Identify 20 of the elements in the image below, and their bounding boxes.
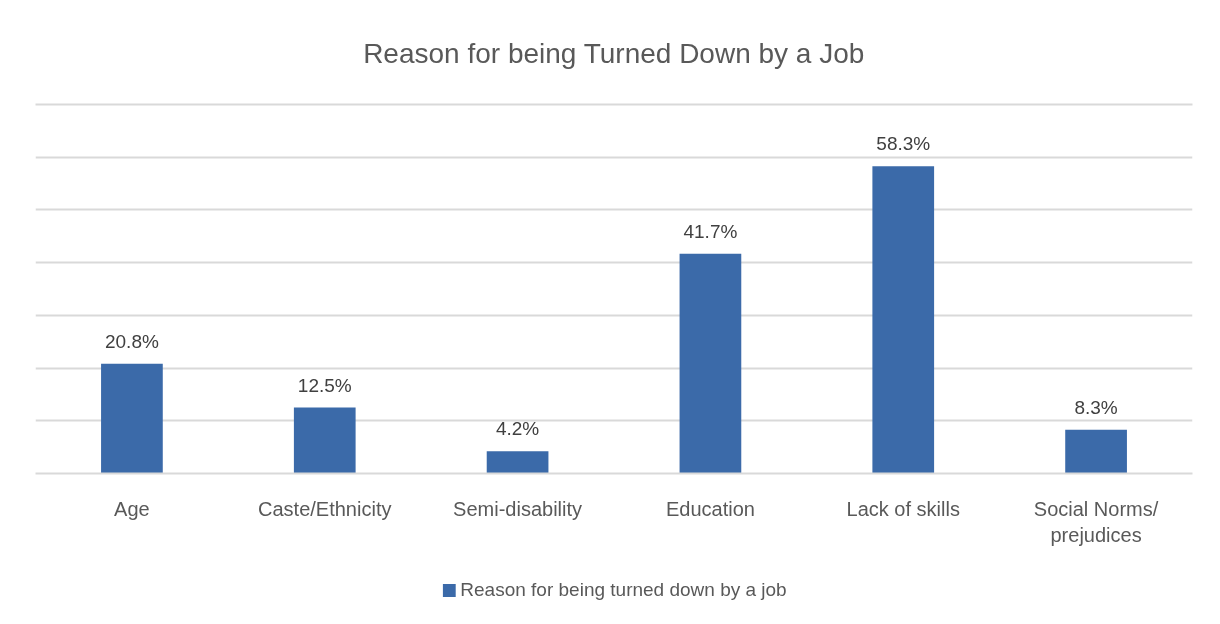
x-tick-label: Lack of skills [846, 497, 960, 520]
bar [101, 363, 163, 474]
bar [1065, 429, 1127, 474]
x-tick-label: Age [114, 497, 150, 520]
x-tick-label: Caste/Ethnicity [258, 497, 392, 520]
bar [486, 451, 549, 474]
data-label: 4.2% [495, 418, 540, 440]
bar [293, 407, 356, 474]
data-label: 20.8% [104, 330, 159, 352]
bar [872, 166, 935, 474]
data-label: 41.7% [683, 220, 738, 242]
data-label: 58.3% [876, 133, 931, 155]
x-tick-label: Education [665, 497, 755, 520]
data-label: 8.3% [1074, 396, 1118, 418]
x-tick-label: Social Norms/ prejudices [1033, 497, 1159, 546]
bar [679, 253, 742, 474]
chart-title: Reason for being Turned Down by a Job [363, 38, 865, 69]
x-tick-label: Semi-disability [453, 497, 583, 520]
legend-label: Reason for being turned down by a job [460, 579, 787, 601]
data-label: 12.5% [297, 374, 352, 396]
